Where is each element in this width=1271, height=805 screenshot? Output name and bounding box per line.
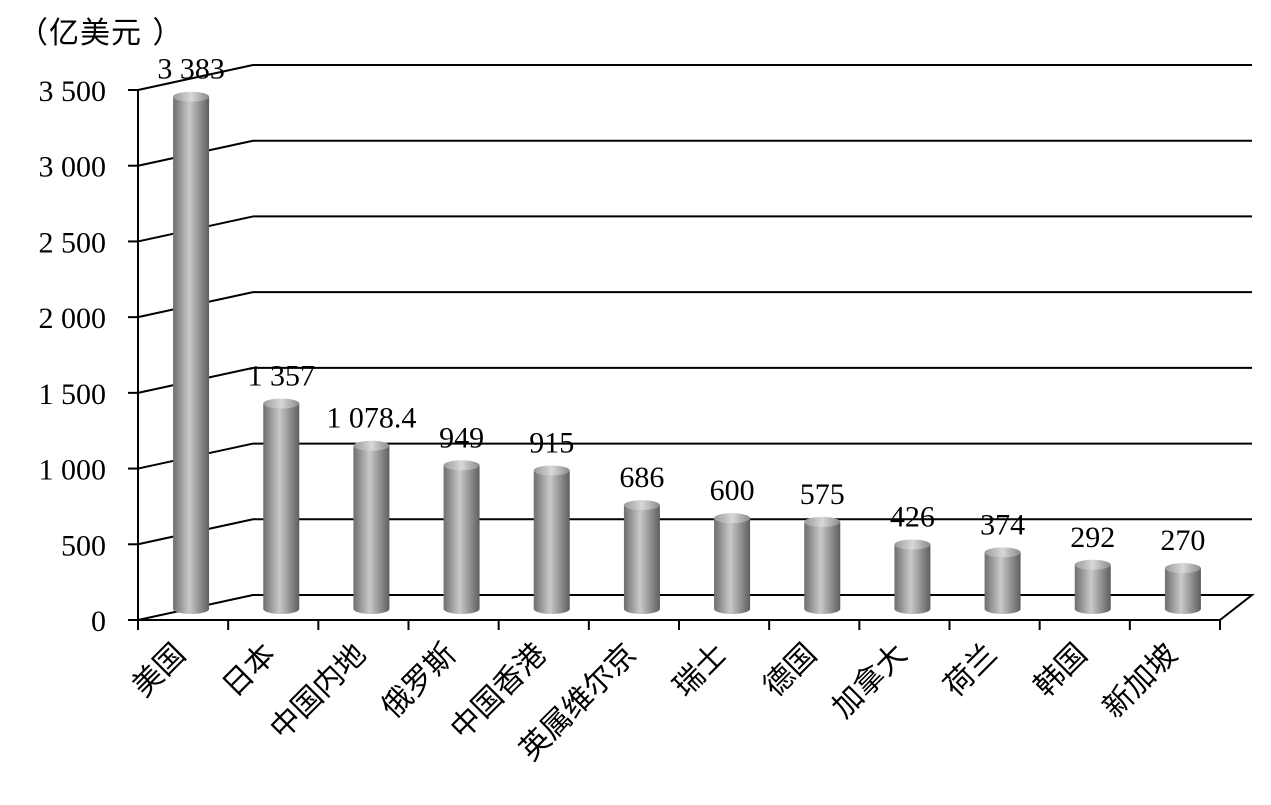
x-tick-label: 日本 [216,637,283,704]
bar-top [714,513,751,524]
bar-body [173,96,210,614]
bar-top [894,539,931,550]
data-label: 575 [800,478,845,511]
x-tick-label: 中国内地 [263,637,373,747]
gridlines [137,64,1252,546]
gridline-diagonal [137,64,254,91]
bar [263,398,300,614]
bar-top [173,91,210,102]
data-label: 270 [1160,524,1205,557]
bar-top [1164,563,1201,574]
data-label: 3 383 [157,53,225,86]
unit-label: （亿美元 ） [18,16,184,51]
data-label: 292 [1070,521,1115,554]
bar-top [353,440,390,451]
x-tick-label: 美国 [126,637,193,704]
data-label: 915 [529,426,574,459]
x-tick-label: 新加坡 [1096,637,1184,725]
data-label: 1 078.4 [326,402,416,435]
bar [804,516,841,614]
y-tick-label: 1 500 [39,378,107,411]
bar-top [443,460,480,471]
bar-body [984,552,1021,614]
data-label: 600 [710,474,755,507]
bar [1074,559,1111,614]
bar [623,500,660,614]
bar [173,91,210,614]
bar-top [804,516,841,527]
data-label: 426 [890,500,935,533]
bar-body [804,521,841,614]
bar [443,460,480,614]
bar-body [894,544,931,614]
x-tick-label: 荷兰 [937,637,1004,704]
data-label: 1 357 [248,360,316,393]
bar-body [353,445,390,614]
data-label: 374 [980,508,1025,541]
y-tick-label: 500 [61,529,106,562]
bar-body [714,518,751,614]
bar-top [623,500,660,511]
y-tick-label: 1 000 [39,454,107,487]
x-tick-label: 俄罗斯 [375,637,463,725]
bar-body [1074,564,1111,614]
bar-top [984,547,1021,558]
bar-body [443,465,480,614]
bar-body [1164,568,1201,614]
y-tick-label: 2 000 [39,302,107,335]
bar [894,539,931,614]
x-tick-label: 加拿大 [826,637,914,725]
bar-top [263,398,300,409]
y-tick-label: 3 500 [39,75,107,108]
bar-body [623,505,660,614]
bar [714,513,751,614]
bars [173,91,1201,614]
bar-body [533,470,570,614]
x-tick-label: 德国 [757,637,824,704]
x-tick-label: 韩国 [1027,637,1094,704]
x-tick-label: 瑞士 [667,637,734,704]
data-label: 949 [439,421,484,454]
bar [984,547,1021,614]
y-tick-label: 0 [91,605,106,638]
bar [533,465,570,614]
data-labels: 3 383 1 357 1 078.4 949 915 686 600 575 426 374 29… [157,53,1205,557]
bar-body [263,403,300,614]
y-tick-label: 3 000 [39,151,107,184]
data-label: 686 [619,461,664,494]
bar [353,440,390,614]
bar-top [533,465,570,476]
y-axis: 0 500 1 000 1 500 2 000 2 500 3 000 3 500 [39,75,138,638]
bar [1164,563,1201,614]
bar-top [1074,559,1111,570]
y-tick-label: 2 500 [39,226,107,259]
